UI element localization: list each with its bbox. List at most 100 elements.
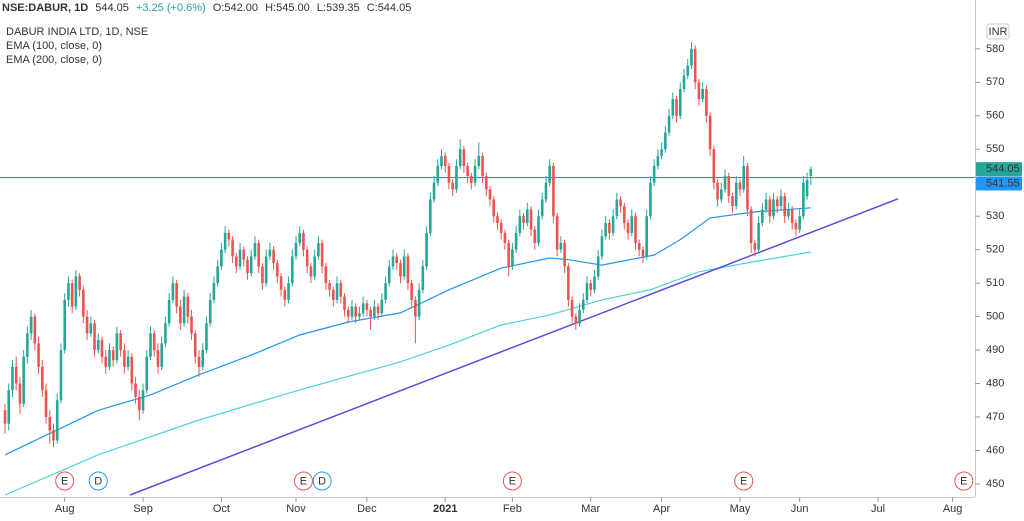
event-marker[interactable] — [312, 471, 332, 491]
candle-body — [626, 222, 630, 233]
candle-body — [52, 430, 55, 441]
candle-body — [223, 232, 227, 250]
candle-body — [89, 323, 93, 334]
candle-body — [645, 216, 648, 257]
candle-body — [574, 316, 578, 324]
candle-body — [395, 256, 399, 264]
candle-body — [779, 196, 783, 207]
candle-body — [563, 242, 566, 267]
candle-body — [678, 89, 682, 116]
candle-body — [798, 216, 801, 230]
candle-body — [406, 256, 410, 284]
candle-body — [540, 199, 544, 217]
event-marker[interactable] — [734, 471, 754, 491]
candle-body — [619, 199, 622, 207]
x-tick-label: Aug — [55, 503, 75, 515]
candle-body — [167, 299, 171, 324]
candle-body — [380, 299, 384, 314]
candle-body — [3, 410, 7, 424]
candle-body — [175, 283, 178, 307]
candle-body — [496, 216, 499, 223]
event-label: E — [509, 475, 516, 487]
candle-body — [600, 236, 604, 257]
candle-body — [630, 216, 634, 233]
candle-body — [41, 366, 44, 391]
y-tick-label: 500 — [986, 311, 1004, 323]
candle-body — [182, 296, 186, 324]
x-tick-label: Feb — [503, 503, 522, 515]
candle-body — [220, 249, 223, 267]
candle-body — [608, 222, 611, 233]
candle-body — [48, 417, 52, 431]
candle-body — [111, 350, 115, 361]
candle-body — [96, 340, 100, 351]
hline-price-label: 541.55 — [986, 177, 1020, 189]
x-tick-label: Jun — [791, 503, 809, 515]
candle-body — [328, 283, 331, 290]
candle-body — [753, 242, 757, 250]
candle-body — [641, 249, 645, 257]
candle-body — [320, 242, 324, 267]
y-tick-label: 560 — [986, 110, 1004, 122]
candle-body — [768, 199, 772, 217]
y-tick-label: 520 — [986, 244, 1004, 256]
candle-body — [693, 48, 697, 83]
candle-body — [197, 356, 201, 367]
y-tick-label: 460 — [986, 444, 1004, 456]
candle-body — [279, 276, 283, 290]
y-tick-label: 570 — [986, 76, 1004, 88]
event-marker[interactable] — [88, 471, 108, 491]
event-marker[interactable] — [55, 471, 75, 491]
low: L:539.35 — [317, 2, 360, 14]
candle-body — [14, 366, 18, 384]
candle-body — [671, 99, 675, 116]
candle-body — [727, 176, 731, 197]
event-marker[interactable] — [502, 471, 522, 491]
last-price-box — [976, 162, 1022, 177]
currency-box[interactable] — [986, 23, 1010, 40]
candle-body — [164, 323, 167, 344]
candle-body — [85, 316, 89, 334]
open: O:542.00 — [213, 2, 258, 14]
candle-body — [171, 283, 175, 300]
y-tick-label: 450 — [986, 478, 1004, 490]
candle-body — [451, 182, 454, 190]
candle-body — [746, 166, 749, 210]
candle-body — [70, 283, 74, 307]
x-tick-label: Jul — [871, 503, 885, 515]
candle-body — [690, 48, 693, 66]
candle-body — [731, 196, 734, 207]
candle-body — [391, 256, 395, 267]
candle-body — [298, 232, 302, 243]
candle-body — [514, 232, 518, 250]
candle-body — [533, 229, 537, 243]
candle-body — [82, 289, 85, 317]
y-tick-label: 480 — [986, 377, 1004, 389]
event-label: E — [61, 475, 68, 487]
event-marker[interactable] — [954, 471, 974, 491]
event-marker[interactable] — [293, 471, 313, 491]
candle-body — [764, 199, 768, 210]
candle-body — [787, 209, 790, 217]
candle-body — [384, 283, 387, 300]
candle-body — [332, 289, 335, 300]
candle-body — [634, 216, 637, 243]
candle-body — [212, 283, 216, 300]
event-label: D — [318, 475, 326, 487]
candle-body — [429, 199, 432, 233]
event-label: E — [960, 475, 967, 487]
candle-body — [104, 356, 108, 367]
candle-body — [257, 242, 260, 267]
candle-body — [37, 343, 40, 367]
candle-body — [313, 256, 316, 277]
candle-body — [455, 166, 458, 190]
candle-body — [324, 266, 328, 284]
candle-body — [503, 232, 507, 243]
candle-body — [287, 283, 290, 300]
candle-body — [649, 182, 652, 217]
candle-body — [115, 333, 119, 361]
candle-body — [462, 149, 466, 167]
high: H:545.00 — [265, 2, 310, 14]
close: C:544.05 — [367, 2, 412, 14]
